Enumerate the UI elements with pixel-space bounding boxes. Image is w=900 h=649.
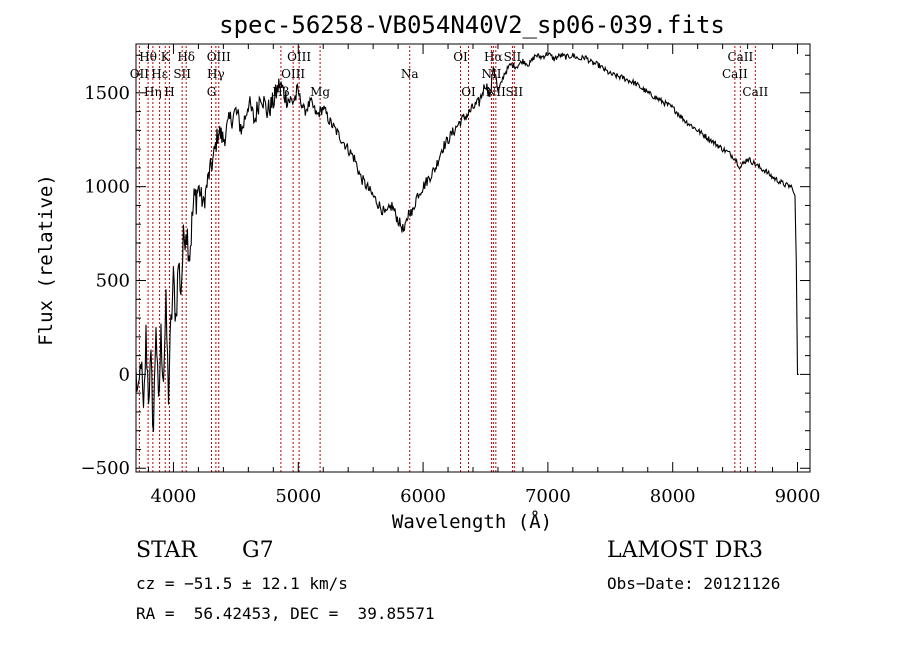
x-axis-label: Wavelength (Å) <box>392 510 552 533</box>
line-label: OI <box>461 85 476 99</box>
redshift-cz: cz = −51.5 ± 12.1 km/s <box>136 574 348 593</box>
x-tick-label: 6000 <box>400 486 446 507</box>
chart-title: spec-56258-VB054N40V2_sp06-039.fits <box>219 11 725 39</box>
line-label: SII <box>505 85 523 99</box>
line-label: Hγ <box>207 67 225 81</box>
y-tick-label: 500 <box>96 271 130 292</box>
line-label: CaII <box>727 50 753 64</box>
x-tick-label: 4000 <box>151 486 197 507</box>
survey-name: LAMOST DR3 <box>607 538 763 563</box>
line-label: OI <box>453 50 468 64</box>
y-tick-label: 1000 <box>84 177 130 198</box>
x-tick-label: 9000 <box>775 486 821 507</box>
x-tick-label: 5000 <box>275 486 321 507</box>
line-label: SII <box>504 50 522 64</box>
line-label: H <box>164 85 174 99</box>
line-label: CaII <box>722 67 748 81</box>
y-tick-label: 1500 <box>84 83 130 104</box>
line-label: OIII <box>207 50 231 64</box>
line-label: SII <box>173 67 191 81</box>
line-label: Hα <box>484 50 503 64</box>
x-tick-label: 7000 <box>525 486 571 507</box>
ra-dec-coordinates: RA = 56.42453, DEC = 39.85571 <box>136 604 435 623</box>
line-label: G <box>207 85 217 99</box>
y-axis-label: Flux (relative) <box>35 174 57 346</box>
axis-ticks: 4000 5000 6000 7000 8000 9000 −500 0 500 1000 1500 <box>81 44 821 507</box>
spectrum-line <box>135 52 799 432</box>
line-label: Hη <box>144 85 162 99</box>
line-label: Hδ <box>177 50 195 64</box>
y-tick-label: 0 <box>119 364 130 385</box>
line-label: Hθ <box>139 50 157 64</box>
line-label: Mg <box>310 85 330 99</box>
line-label: OIII <box>287 50 311 64</box>
line-label: CaII <box>742 85 768 99</box>
object-class: STAR <box>136 538 197 563</box>
line-label: K <box>161 50 171 64</box>
spectrum-series <box>135 52 799 432</box>
object-subclass: G7 <box>242 538 274 563</box>
observation-date: Obs−Date: 20121126 <box>607 574 781 593</box>
y-tick-label: −500 <box>81 458 130 479</box>
line-label: Na <box>401 67 419 81</box>
line-label: Hε <box>151 67 168 81</box>
x-tick-label: 8000 <box>650 486 696 507</box>
line-label: OIII <box>281 67 305 81</box>
